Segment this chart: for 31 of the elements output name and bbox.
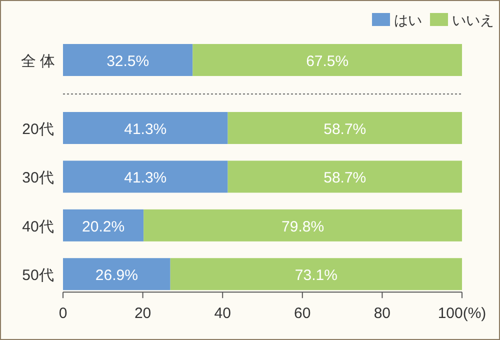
bar — [170, 258, 462, 290]
data-label: 26.9% — [95, 267, 138, 284]
data-label: 58.7% — [324, 170, 366, 187]
y-tick-label: 全 体 — [20, 53, 56, 70]
y-tick-label: 30代 — [22, 170, 54, 187]
bar — [144, 209, 462, 242]
data-label: 41.3% — [124, 121, 167, 138]
bar — [63, 160, 228, 193]
x-tick-label: 60 — [294, 305, 311, 322]
y-tick-label: 20代 — [22, 121, 54, 138]
bar — [63, 258, 170, 290]
legend-label: いいえ — [452, 12, 494, 28]
y-tick-label: 50代 — [22, 267, 54, 284]
x-tick-label: 100(%) — [438, 305, 486, 322]
x-tick-label: 0 — [58, 305, 68, 322]
data-label: 79.8% — [282, 218, 324, 236]
data-label: 67.5% — [306, 53, 349, 70]
bar — [228, 160, 462, 193]
y-tick-label: 40代 — [22, 218, 54, 236]
data-label: 73.1% — [294, 267, 338, 284]
bar — [63, 112, 228, 144]
data-label: 41.3% — [124, 170, 167, 187]
legend-label: はい — [394, 12, 422, 28]
bar — [63, 209, 144, 242]
data-label: 32.5% — [106, 53, 150, 70]
x-tick-label: 80 — [374, 305, 391, 322]
x-tick-label: 40 — [214, 305, 231, 322]
data-label: 20.2% — [82, 218, 125, 236]
bar — [228, 112, 462, 144]
x-tick-label: 20 — [134, 305, 152, 322]
data-label: 58.7% — [324, 121, 366, 138]
